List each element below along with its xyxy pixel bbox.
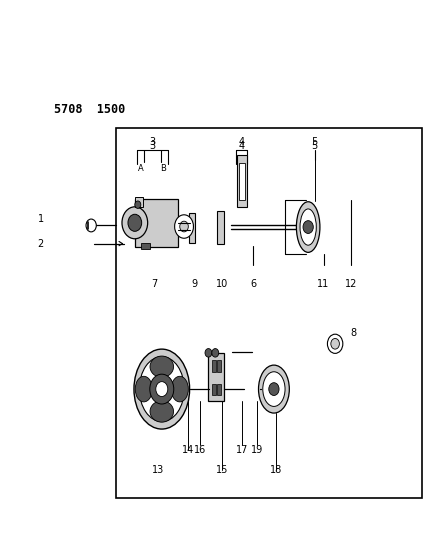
Text: 15: 15 (216, 465, 228, 475)
Text: 9: 9 (192, 279, 198, 289)
Text: 11: 11 (317, 279, 329, 289)
Circle shape (205, 349, 212, 357)
Bar (135, 199, 178, 247)
Circle shape (331, 338, 339, 349)
Circle shape (327, 334, 343, 353)
Text: 6: 6 (250, 279, 256, 289)
Text: 8: 8 (350, 328, 356, 338)
Text: 19: 19 (251, 446, 263, 455)
Ellipse shape (134, 349, 190, 429)
Ellipse shape (139, 357, 184, 422)
Bar (212, 360, 216, 372)
Text: 3: 3 (149, 141, 155, 150)
Text: 10: 10 (217, 279, 229, 289)
Text: 4: 4 (239, 137, 245, 147)
Text: 2: 2 (38, 239, 44, 248)
Text: 14: 14 (182, 446, 194, 455)
Circle shape (122, 207, 148, 239)
Text: 18: 18 (270, 465, 282, 475)
Text: 16: 16 (194, 446, 206, 455)
Text: A: A (137, 165, 143, 173)
Circle shape (269, 383, 279, 395)
Bar (141, 243, 150, 249)
Text: 17: 17 (236, 446, 248, 455)
Ellipse shape (135, 376, 152, 402)
Circle shape (156, 382, 168, 397)
Ellipse shape (300, 209, 316, 245)
Circle shape (303, 221, 313, 233)
Ellipse shape (259, 365, 289, 413)
Text: 5: 5 (312, 141, 318, 150)
Circle shape (135, 201, 141, 208)
Text: 1: 1 (38, 214, 44, 223)
Text: 12: 12 (345, 279, 357, 289)
Circle shape (175, 215, 193, 238)
Circle shape (86, 219, 96, 232)
Ellipse shape (263, 372, 285, 407)
Bar (212, 384, 216, 395)
Ellipse shape (296, 202, 320, 253)
Circle shape (128, 214, 142, 231)
Bar (116, 128, 422, 498)
Circle shape (180, 221, 188, 232)
Text: 5708  1500: 5708 1500 (54, 103, 125, 116)
Bar (239, 163, 245, 200)
Bar (217, 360, 221, 372)
Bar (208, 353, 224, 401)
Ellipse shape (171, 376, 188, 402)
Text: 3: 3 (149, 137, 155, 147)
Bar (217, 384, 221, 395)
Bar (135, 197, 143, 207)
Ellipse shape (150, 356, 174, 377)
Text: 13: 13 (152, 465, 164, 475)
Text: 5: 5 (312, 137, 318, 147)
Bar (217, 211, 224, 244)
Circle shape (150, 374, 174, 404)
Ellipse shape (150, 401, 174, 422)
Circle shape (212, 349, 219, 357)
Bar (237, 155, 247, 207)
Text: B: B (160, 165, 166, 173)
Text: 7: 7 (151, 279, 157, 289)
Bar (189, 213, 195, 243)
Text: 4: 4 (239, 141, 245, 150)
